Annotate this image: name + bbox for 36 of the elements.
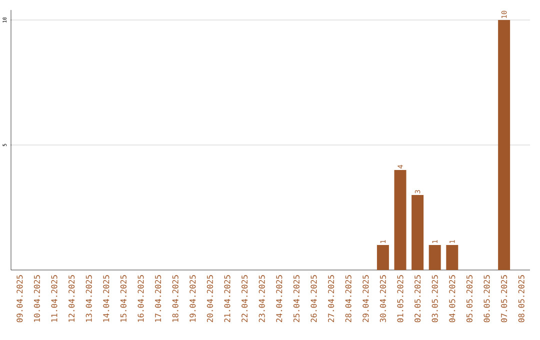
x-tick-label: 17.04.2025: [155, 275, 162, 322]
bar: [428, 245, 441, 270]
x-tick-label: 11.04.2025: [51, 275, 58, 322]
x-tick-label: 24.04.2025: [276, 275, 282, 322]
x-tick-label: 04.05.2025: [449, 275, 456, 322]
x-tick-label: 29.04.2025: [362, 275, 369, 322]
x-tick-label: 19.04.2025: [190, 275, 196, 322]
x-tick-label: 07.05.2025: [501, 275, 508, 322]
bar: [394, 170, 406, 270]
x-tick-label: 03.05.2025: [432, 275, 438, 322]
x-tick-label: 05.05.2025: [466, 275, 472, 322]
x-tick-label: 13.04.2025: [86, 275, 92, 322]
x-tick-label: 10.04.2025: [34, 275, 40, 322]
x-tick-label: 16.04.2025: [138, 275, 144, 322]
x-tick-label: 09.04.2025: [16, 275, 23, 322]
bar: [412, 195, 424, 270]
x-tick-label: 14.04.2025: [103, 275, 110, 322]
x-tick-label: 08.05.2025: [518, 275, 524, 322]
bar: [498, 20, 510, 270]
x-tick-label: 27.04.2025: [328, 275, 334, 322]
x-tick-label: 23.04.2025: [258, 275, 265, 322]
x-tick-label: 22.04.2025: [242, 275, 248, 322]
x-tick-label: 12.04.2025: [68, 275, 75, 322]
bar: [376, 245, 389, 270]
x-tick-label: 18.04.2025: [172, 275, 178, 322]
x-tick-label: 02.05.2025: [414, 275, 421, 322]
x-tick-label: 06.05.2025: [484, 275, 490, 322]
x-tick-label: 15.04.2025: [120, 275, 126, 322]
bar: [446, 245, 458, 270]
x-tick-label: 30.04.2025: [380, 275, 386, 322]
x-tick-label: 01.05.2025: [397, 275, 404, 322]
x-tick-label: 28.04.2025: [345, 275, 352, 322]
x-tick-label: 25.04.2025: [293, 275, 300, 322]
x-tick-label: 26.04.2025: [310, 275, 317, 322]
x-tick-label: 20.04.2025: [206, 275, 213, 322]
x-tick-label: 21.04.2025: [224, 275, 230, 322]
